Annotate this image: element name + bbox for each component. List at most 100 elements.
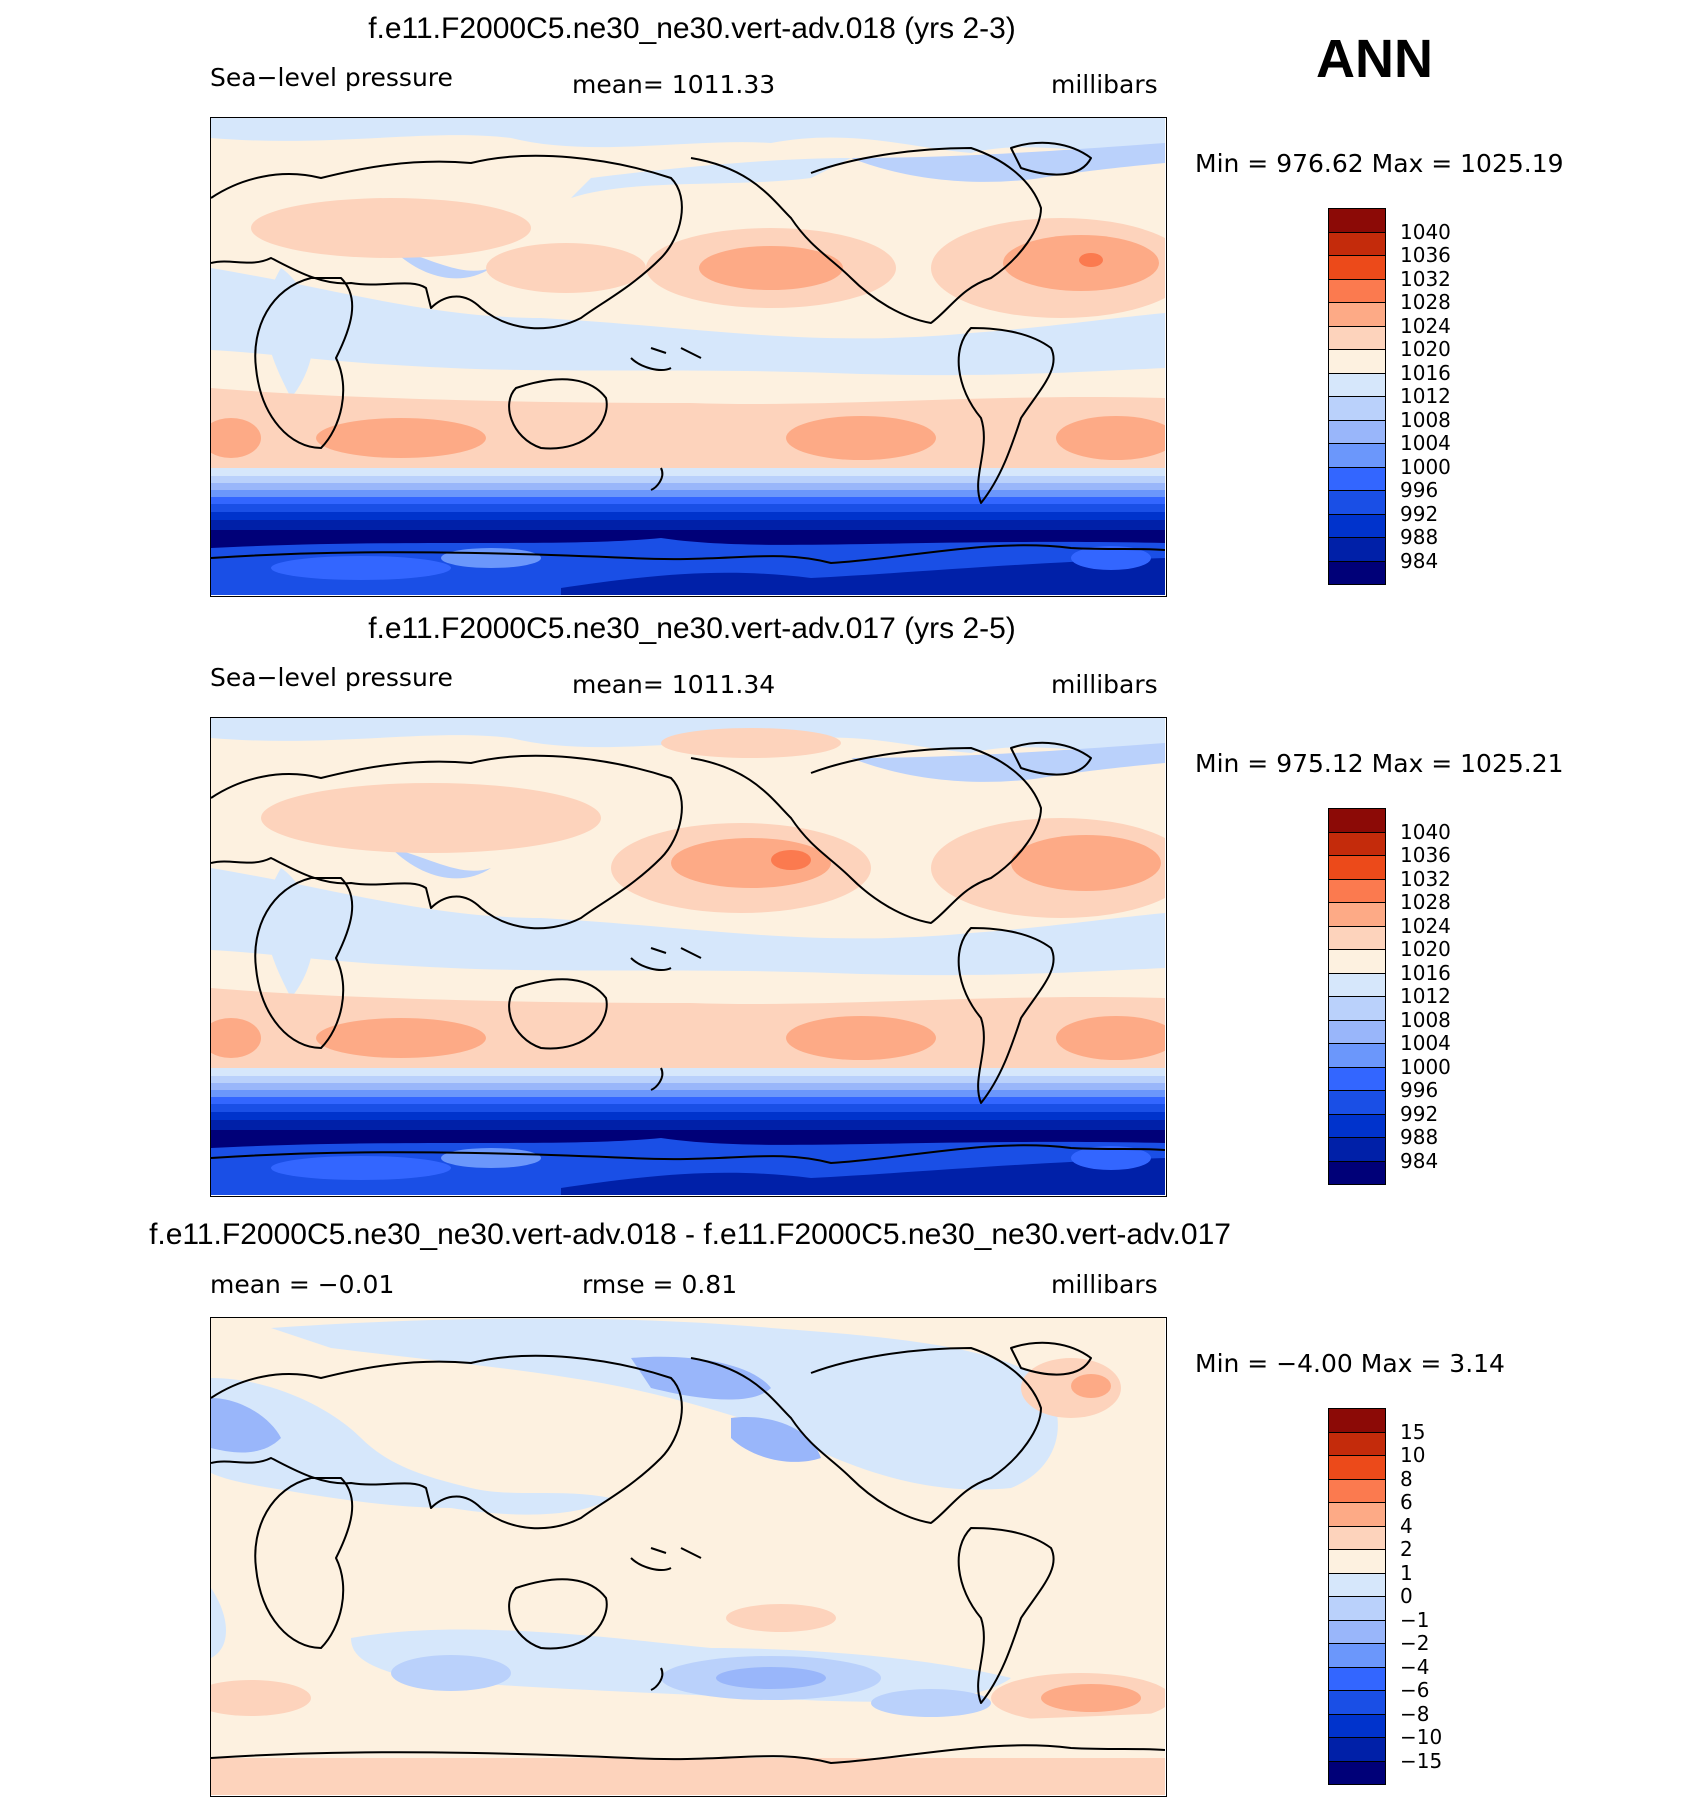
colorbar-swatch	[1328, 302, 1386, 327]
colorbar-label: 1040	[1400, 819, 1451, 844]
colorbar-swatch	[1328, 1737, 1386, 1762]
panel-1-title: f.e11.F2000C5.ne30_ne30.vert-adv.018 (yr…	[368, 12, 1016, 45]
colorbar-label: 15	[1400, 1419, 1426, 1444]
colorbar-swatch	[1328, 855, 1386, 880]
colorbar-swatch	[1328, 396, 1386, 421]
panel-3-colorbar: 15 10 8 6 4 2 1 0 −1 −2 −4 −6 −8 −10 −15	[1328, 1408, 1468, 1785]
season-label: ANN	[1316, 29, 1433, 89]
panel-1-variable: Sea−level pressure	[210, 63, 453, 92]
colorbar-label: 1000	[1400, 1054, 1451, 1079]
colorbar-swatch	[1328, 808, 1386, 833]
colorbar-label: 0	[1400, 1584, 1413, 1608]
colorbar-label: 996	[1400, 478, 1439, 502]
colorbar-swatch	[1328, 1619, 1386, 1644]
colorbar-label: −15	[1400, 1748, 1443, 1773]
panel-2-colorbar: 1040 1036 1032 1028 1024 1020 1016 1012 1008 1004…	[1328, 808, 1468, 1185]
colorbar-label: 1004	[1400, 1031, 1451, 1055]
panel-2-minmax: Min = 975.12 Max = 1025.21	[1195, 749, 1564, 778]
colorbar-label: 1020	[1400, 937, 1451, 961]
colorbar-swatch	[1328, 560, 1386, 585]
colorbar-swatch	[1328, 231, 1386, 256]
panel-3-rmse: rmse = 0.81	[582, 1270, 738, 1299]
colorbar-swatch	[1328, 1137, 1386, 1162]
colorbar-swatch	[1328, 831, 1386, 856]
colorbar-label: 1032	[1400, 866, 1451, 891]
colorbar-swatch	[1328, 1090, 1386, 1115]
colorbar-label: 1028	[1400, 290, 1451, 314]
colorbar-swatch	[1328, 372, 1386, 397]
colorbar-label: 6	[1400, 1490, 1413, 1514]
colorbar-label: 1024	[1400, 913, 1451, 938]
colorbar-swatch	[1328, 1478, 1386, 1503]
colorbar-swatch	[1328, 255, 1386, 280]
colorbar-swatch	[1328, 1160, 1386, 1185]
colorbar-label: 1012	[1400, 984, 1451, 1008]
colorbar-label: 1028	[1400, 890, 1451, 914]
panel-1-mean: mean= 1011.33	[572, 70, 776, 99]
colorbar-label: 1016	[1400, 960, 1451, 985]
panel-3-units: millibars	[1051, 1270, 1158, 1299]
colorbar-label: 2	[1400, 1537, 1413, 1561]
panel-1-colorbar: 1040 1036 1032 1028 1024 1020 1016 1012 1008 1004…	[1328, 208, 1468, 585]
panel-1-map	[210, 117, 1167, 597]
colorbar-label: 984	[1400, 1148, 1439, 1173]
colorbar-label: 1004	[1400, 431, 1451, 455]
colorbar-label: 8	[1400, 1466, 1413, 1491]
colorbar-label: 992	[1400, 501, 1439, 526]
colorbar-swatch	[1328, 878, 1386, 903]
panel-2-units: millibars	[1051, 670, 1158, 699]
colorbar-swatch	[1328, 1431, 1386, 1456]
colorbar-label: −1	[1400, 1607, 1430, 1632]
colorbar-swatch	[1328, 1525, 1386, 1550]
colorbar-label: 4	[1400, 1513, 1413, 1538]
panel-1-minmax: Min = 976.62 Max = 1025.19	[1195, 149, 1564, 178]
panel-3-map	[210, 1317, 1167, 1797]
colorbar-label: 984	[1400, 548, 1439, 573]
colorbar-swatch	[1328, 1113, 1386, 1138]
colorbar-swatch	[1328, 490, 1386, 515]
colorbar-label: −8	[1400, 1701, 1430, 1726]
colorbar-label: 988	[1400, 525, 1439, 549]
colorbar-label: −2	[1400, 1631, 1430, 1655]
colorbar-swatch	[1328, 537, 1386, 562]
panel-2-map	[210, 717, 1167, 1197]
colorbar-swatch	[1328, 419, 1386, 444]
panel-3-mean: mean = −0.01	[210, 1270, 395, 1299]
colorbar-label: 988	[1400, 1125, 1439, 1149]
colorbar-swatch	[1328, 1408, 1386, 1433]
panel-2-mean: mean= 1011.34	[572, 670, 776, 699]
colorbar-swatch	[1328, 1760, 1386, 1785]
panel-3-title: f.e11.F2000C5.ne30_ne30.vert-adv.018 - f…	[149, 1218, 1231, 1251]
colorbar-label: 1036	[1400, 843, 1451, 867]
panel-1-contour-field	[211, 118, 1165, 595]
colorbar-label: 1008	[1400, 407, 1451, 432]
colorbar-swatch	[1328, 1455, 1386, 1480]
colorbar-label: 1	[1400, 1560, 1413, 1585]
colorbar-swatch	[1328, 1690, 1386, 1715]
colorbar-label: 1008	[1400, 1007, 1451, 1032]
colorbar-swatch	[1328, 925, 1386, 950]
colorbar-swatch	[1328, 1043, 1386, 1068]
colorbar-swatch	[1328, 996, 1386, 1021]
colorbar-swatch	[1328, 278, 1386, 303]
colorbar-swatch	[1328, 325, 1386, 350]
colorbar-swatch	[1328, 972, 1386, 997]
colorbar-label: −6	[1400, 1678, 1430, 1702]
colorbar-label: 1024	[1400, 313, 1451, 338]
panel-3-minmax: Min = −4.00 Max = 3.14	[1195, 1349, 1505, 1378]
colorbar-swatch	[1328, 1019, 1386, 1044]
colorbar-swatch	[1328, 443, 1386, 468]
colorbar-label: 1000	[1400, 454, 1451, 479]
colorbar-swatch	[1328, 1666, 1386, 1691]
colorbar-label: 1036	[1400, 243, 1451, 267]
colorbar-label: 1020	[1400, 337, 1451, 361]
colorbar-label: 996	[1400, 1078, 1439, 1102]
colorbar-label: −4	[1400, 1654, 1430, 1679]
panel-2-title: f.e11.F2000C5.ne30_ne30.vert-adv.017 (yr…	[368, 612, 1016, 645]
colorbar-swatch	[1328, 1066, 1386, 1091]
colorbar-label: 992	[1400, 1101, 1439, 1126]
colorbar-swatch	[1328, 513, 1386, 538]
colorbar-swatch	[1328, 208, 1386, 233]
colorbar-swatch	[1328, 1502, 1386, 1527]
panel-3-contour-field	[211, 1318, 1165, 1795]
